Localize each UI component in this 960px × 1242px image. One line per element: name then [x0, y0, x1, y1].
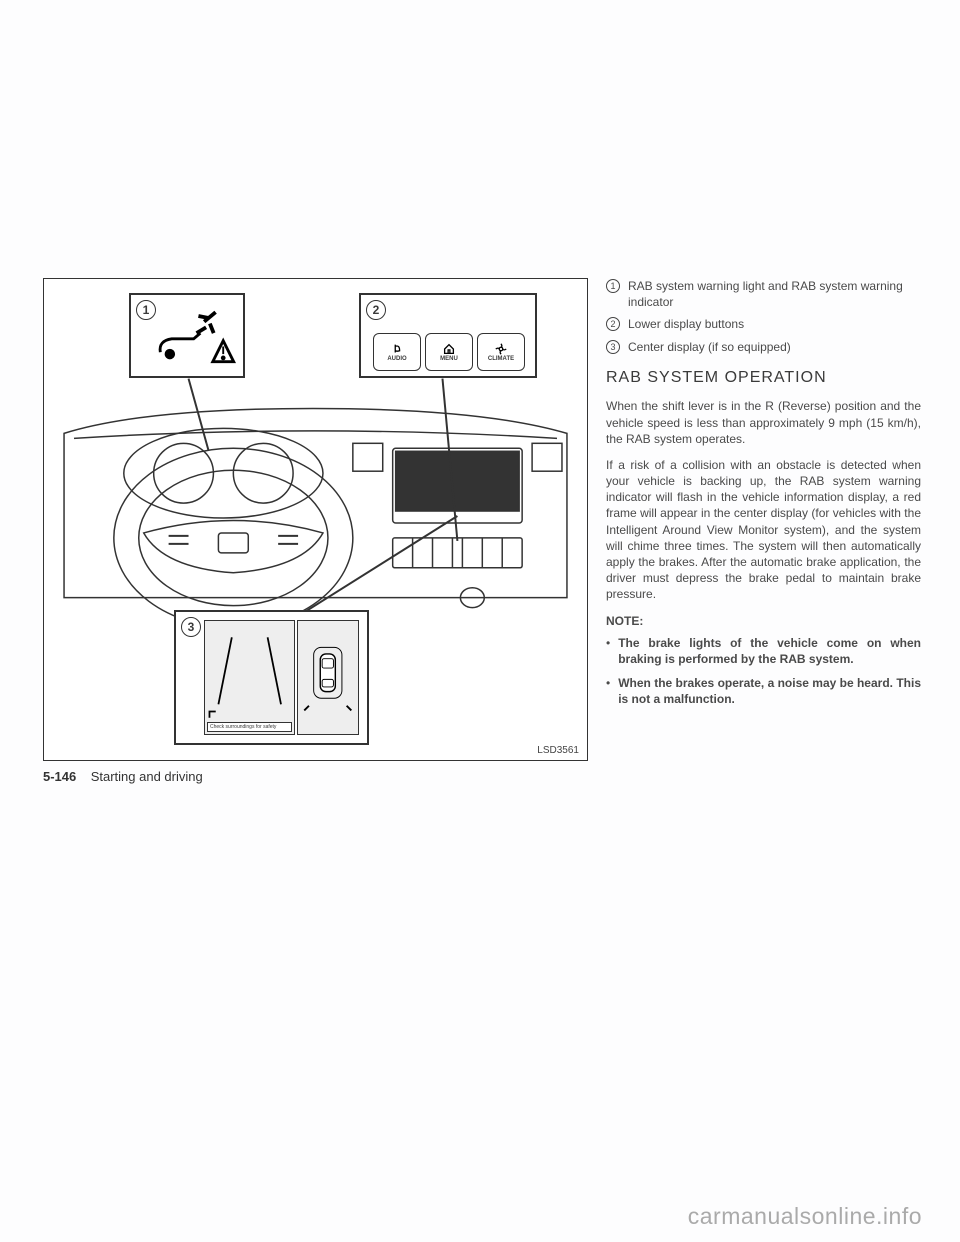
callout-box-2: 2 AUDIO MENU CLIMATE — [359, 293, 537, 378]
around-view — [297, 620, 359, 735]
menu-button: MENU — [425, 333, 473, 371]
diagram-figure: 1 2 AUD — [43, 278, 588, 761]
callout-number-3: 3 — [181, 617, 201, 637]
camera-display: Check surroundings for safety — [204, 620, 359, 735]
right-column: 1 RAB system warning light and RAB syste… — [606, 278, 921, 784]
audio-button: AUDIO — [373, 333, 421, 371]
watermark: carmanualsonline.info — [688, 1203, 922, 1230]
note-item-2: When the brakes operate, a noise may be … — [606, 675, 921, 707]
menu-label: MENU — [440, 356, 458, 362]
page-number: 5-146 — [43, 769, 76, 784]
page-content: 1 2 AUD — [43, 278, 921, 784]
legend-item-3: 3 Center display (if so equipped) — [606, 339, 921, 355]
safety-caption: Check surroundings for safety — [207, 722, 292, 732]
legend-text-3: Center display (if so equipped) — [628, 339, 791, 355]
legend-num-3: 3 — [606, 340, 620, 354]
legend-item-1: 1 RAB system warning light and RAB syste… — [606, 278, 921, 310]
callout-number-2: 2 — [366, 300, 386, 320]
callout-legend: 1 RAB system warning light and RAB syste… — [606, 278, 921, 355]
paragraph-1: When the shift lever is in the R (Revers… — [606, 398, 921, 447]
display-buttons-row: AUDIO MENU CLIMATE — [373, 333, 525, 371]
callout-box-3: 3 Check surroundings for safety — [174, 610, 369, 745]
paragraph-2: If a risk of a collision with an obstacl… — [606, 457, 921, 603]
note-item-1: The brake lights of the vehicle come on … — [606, 635, 921, 667]
rear-camera-view: Check surroundings for safety — [204, 620, 295, 735]
audio-label: AUDIO — [387, 356, 406, 362]
legend-item-2: 2 Lower display buttons — [606, 316, 921, 332]
legend-num-1: 1 — [606, 279, 620, 293]
climate-label: CLIMATE — [488, 356, 514, 362]
callout-box-1: 1 — [129, 293, 245, 378]
legend-text-2: Lower display buttons — [628, 316, 744, 332]
figure-id-label: LSD3561 — [537, 745, 579, 756]
note-label: NOTE: — [606, 613, 921, 629]
legend-text-1: RAB system warning light and RAB system … — [628, 278, 921, 310]
page-footer: 5-146 Starting and driving — [43, 769, 588, 784]
section-name: Starting and driving — [91, 769, 203, 784]
climate-button: CLIMATE — [477, 333, 525, 371]
left-column: 1 2 AUD — [43, 278, 588, 784]
note-list: The brake lights of the vehicle come on … — [606, 635, 921, 708]
section-heading: RAB SYSTEM OPERATION — [606, 367, 921, 389]
legend-num-2: 2 — [606, 317, 620, 331]
